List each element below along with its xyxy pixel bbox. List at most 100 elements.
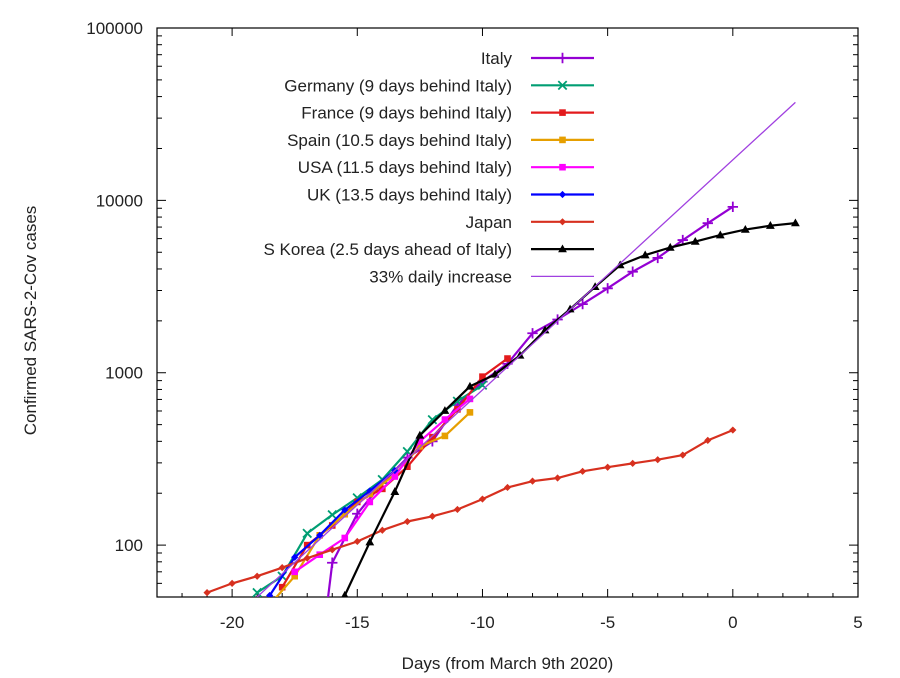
data-point xyxy=(665,242,675,251)
data-point xyxy=(740,225,750,233)
data-point xyxy=(291,568,298,576)
data-point xyxy=(553,474,562,482)
data-point xyxy=(327,557,338,568)
data-point xyxy=(791,218,800,227)
data-point xyxy=(604,463,612,471)
data-point xyxy=(266,591,274,597)
data-point xyxy=(503,483,512,492)
legend-marker xyxy=(557,80,568,91)
series-trend xyxy=(256,101,796,597)
data-point xyxy=(328,546,336,554)
data-point xyxy=(440,406,450,414)
data-point xyxy=(640,250,650,259)
data-point xyxy=(416,443,424,450)
data-point xyxy=(527,328,538,339)
data-point xyxy=(629,459,637,467)
y-tick-label: 100 xyxy=(115,536,143,555)
data-point xyxy=(353,537,361,546)
x-axis-title: Days (from March 9th 2020) xyxy=(402,654,614,673)
data-point xyxy=(403,517,411,526)
data-point xyxy=(602,283,613,294)
data-point xyxy=(415,430,425,439)
data-point xyxy=(203,589,211,597)
x-tick-label: 0 xyxy=(728,613,737,632)
data-point xyxy=(441,432,449,440)
data-point xyxy=(416,438,424,445)
legend-label: Spain (10.5 days behind Italy) xyxy=(287,131,512,150)
data-point xyxy=(303,554,311,562)
data-point xyxy=(654,456,662,464)
y-tick-label: 10000 xyxy=(96,191,143,210)
series-spain xyxy=(266,409,474,609)
data-point xyxy=(528,477,537,485)
data-point xyxy=(341,510,349,518)
data-point xyxy=(429,433,436,441)
data-point xyxy=(266,602,273,609)
legend: Italy Germany (9 days behind Italy) France… xyxy=(263,49,594,286)
legend-label: S Korea (2.5 days ahead of Italy) xyxy=(263,240,512,259)
data-point xyxy=(565,304,575,313)
legend-marker xyxy=(559,163,566,171)
legend-label: Japan xyxy=(466,213,512,232)
x-tick-label: -5 xyxy=(600,613,615,632)
legend-marker xyxy=(558,244,567,253)
legend-label: 33% daily increase xyxy=(369,267,512,286)
data-point xyxy=(428,512,436,520)
data-point xyxy=(427,414,438,425)
series-japan xyxy=(203,426,737,597)
plot-area xyxy=(203,101,800,670)
data-point xyxy=(341,534,349,542)
data-point xyxy=(365,537,375,546)
series-line xyxy=(275,411,471,597)
data-point xyxy=(727,201,739,213)
y-axis: 100 1000 10000 100000 xyxy=(86,19,858,598)
data-point xyxy=(366,498,374,506)
data-point xyxy=(504,355,511,362)
data-point xyxy=(353,498,361,506)
data-point xyxy=(478,495,487,503)
data-point xyxy=(466,395,474,403)
y-tick-label: 1000 xyxy=(105,364,143,383)
data-point xyxy=(391,473,399,480)
legend-label: USA (11.5 days behind Italy) xyxy=(298,158,512,177)
data-point xyxy=(390,487,400,495)
data-point xyxy=(252,587,262,597)
y-tick-label: 100000 xyxy=(86,19,143,38)
legend-marker xyxy=(558,190,567,199)
data-point xyxy=(302,528,313,539)
data-point xyxy=(690,236,700,245)
data-point xyxy=(316,531,324,539)
data-point xyxy=(729,426,737,434)
x-tick-label: -20 xyxy=(220,613,245,632)
data-point xyxy=(315,660,325,670)
data-point xyxy=(704,436,712,445)
series-line xyxy=(256,101,796,597)
legend-label: Italy xyxy=(481,49,513,68)
data-point xyxy=(404,463,411,471)
data-point xyxy=(479,373,486,380)
data-point xyxy=(466,409,474,416)
data-point xyxy=(378,526,386,534)
legend-label: UK (13.5 days behind Italy) xyxy=(307,186,512,205)
legend-label: Germany (9 days behind Italy) xyxy=(284,76,512,95)
data-point xyxy=(341,506,349,514)
data-point xyxy=(441,416,449,423)
data-point xyxy=(291,572,298,580)
data-point xyxy=(465,381,475,390)
data-point xyxy=(341,590,349,597)
legend-marker xyxy=(559,109,566,116)
data-point xyxy=(228,579,236,587)
x-tick-label: -15 xyxy=(345,613,370,632)
data-point xyxy=(540,325,550,334)
data-point xyxy=(253,572,261,580)
data-point xyxy=(453,505,462,514)
legend-marker xyxy=(558,218,567,226)
data-point xyxy=(627,266,638,277)
data-point xyxy=(291,553,299,561)
data-point xyxy=(278,583,286,591)
x-axis: -20 -15 -10 -5 0 5 xyxy=(156,28,863,632)
legend-marker xyxy=(557,52,568,64)
y-axis-title: Confirmed SARS-2-Cov cases xyxy=(21,206,40,436)
data-point xyxy=(702,217,713,229)
data-point xyxy=(679,451,687,459)
